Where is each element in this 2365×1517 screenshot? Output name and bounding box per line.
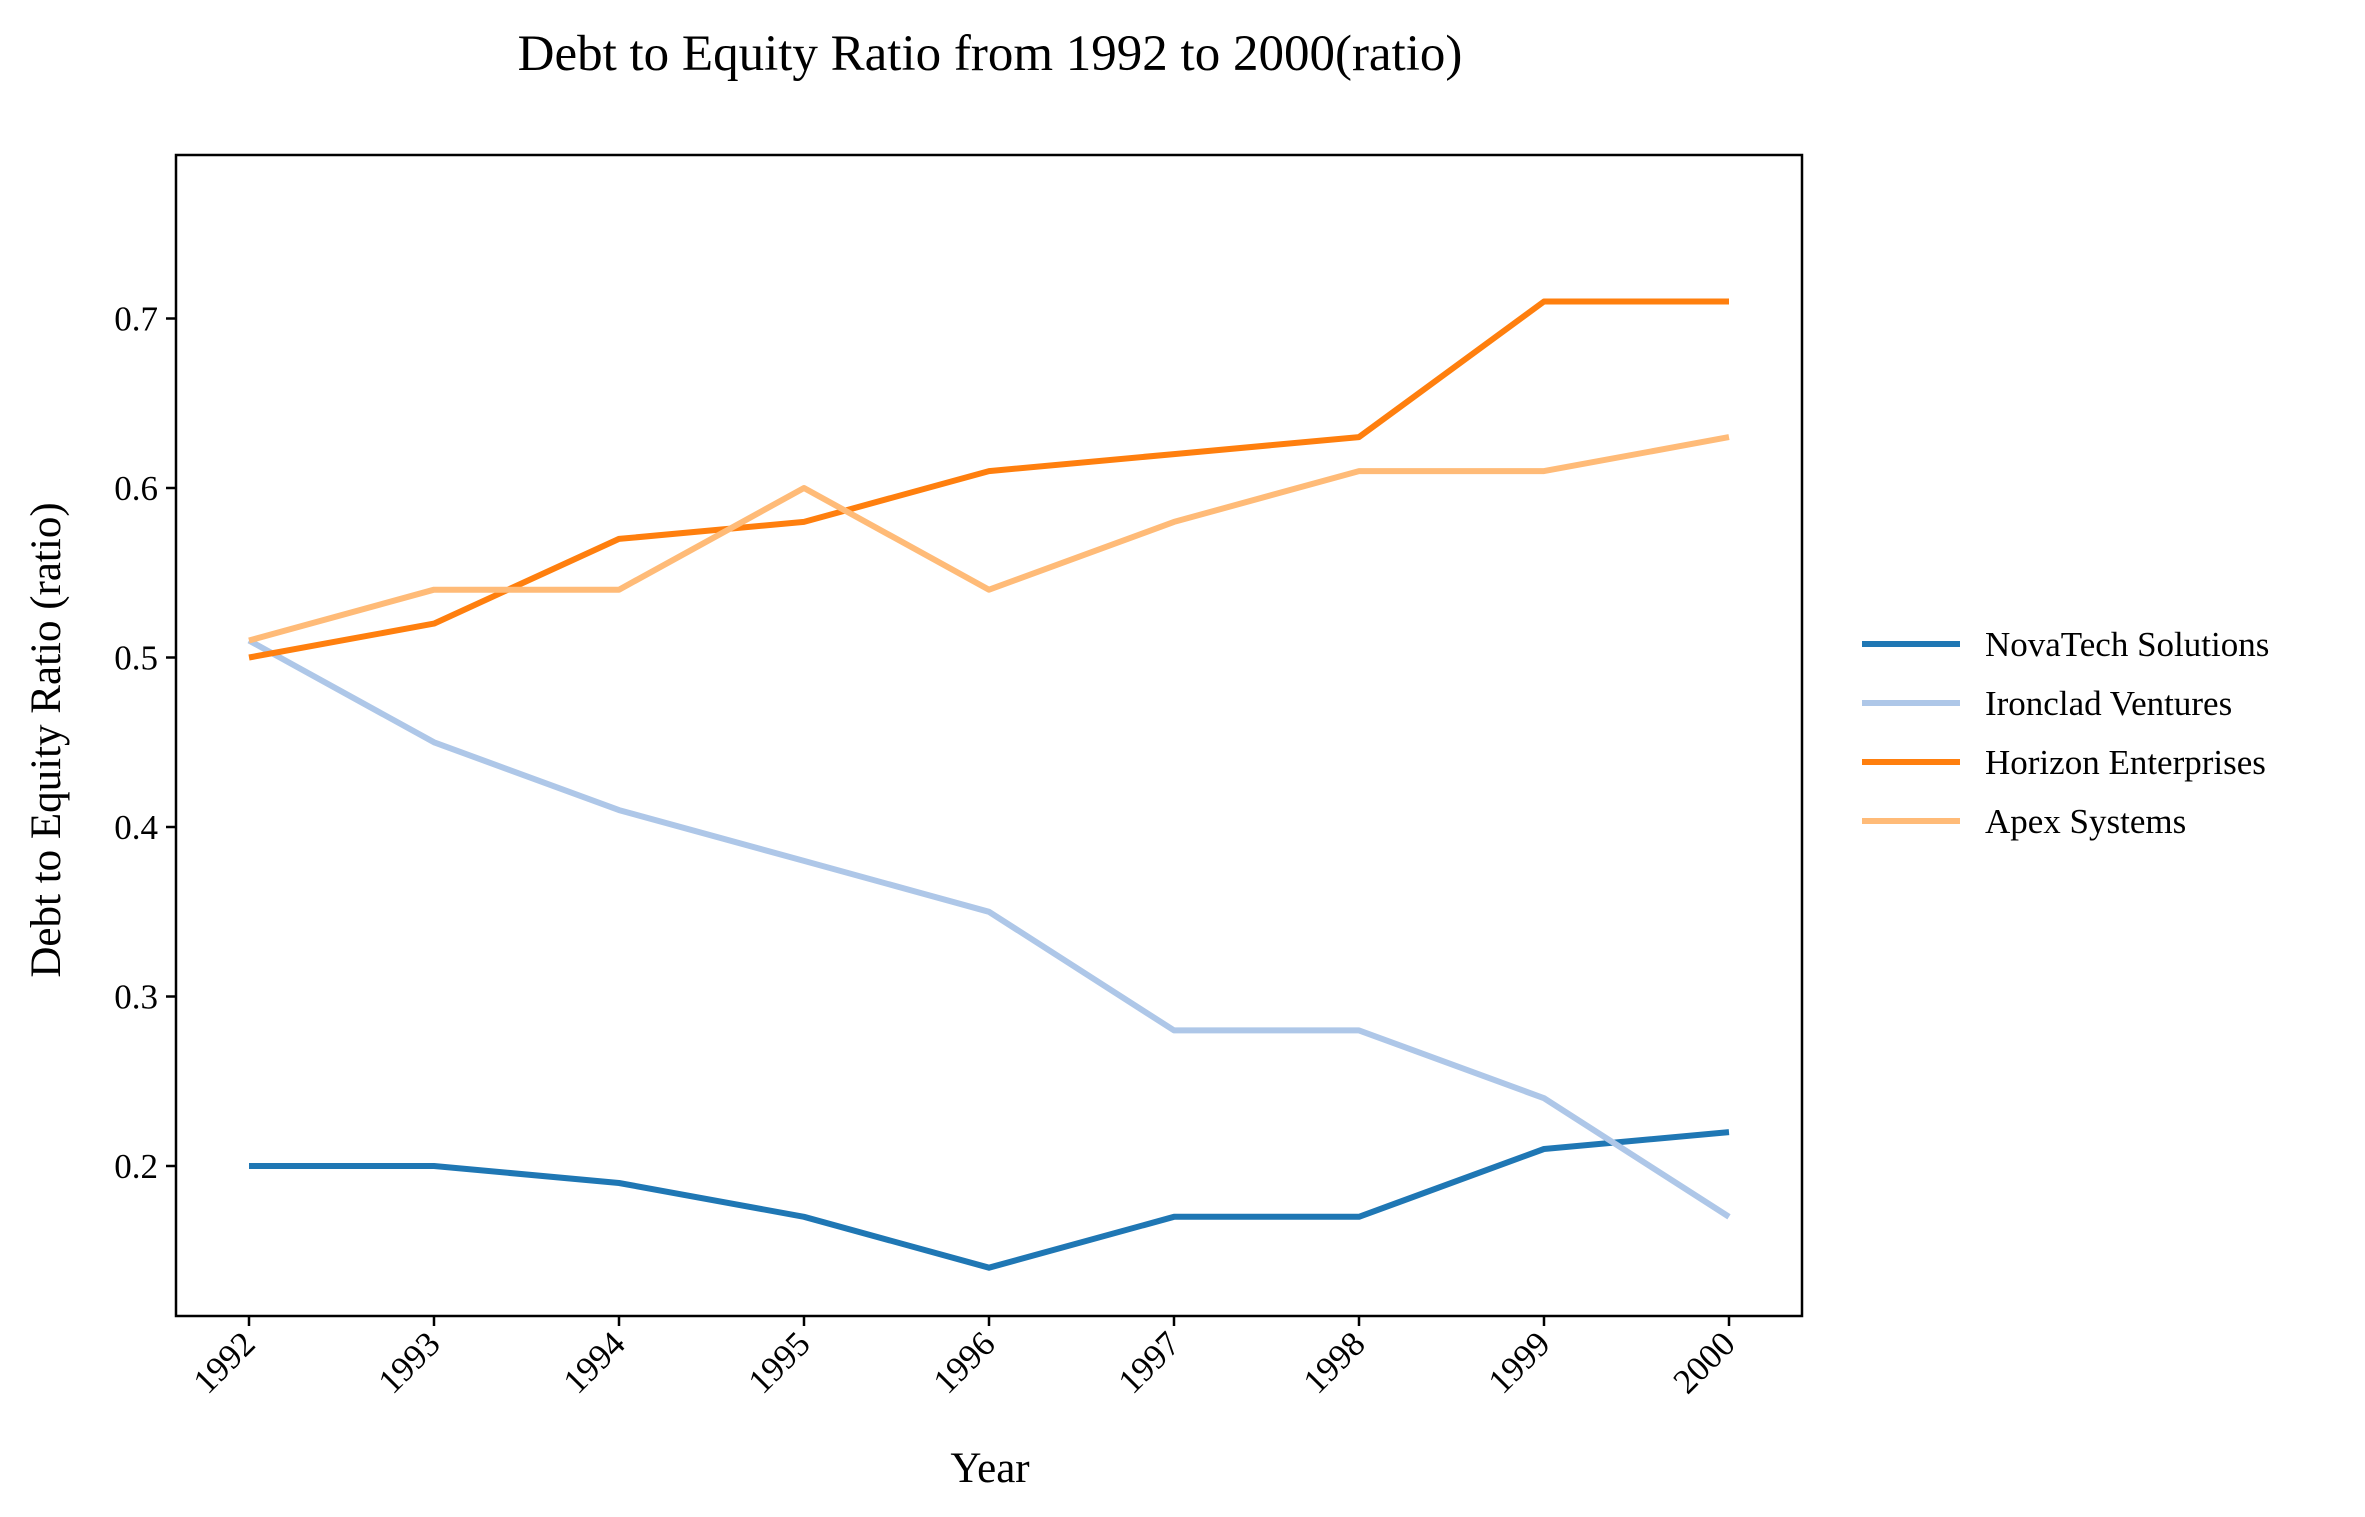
y-axis: 0.2 0.3 0.4 0.5 0.6 0.7: [114, 300, 176, 1186]
series-line-apex-systems: [248, 434, 1730, 644]
series-line-ironclad-ventures: [247, 637, 1731, 1220]
legend-label: Horizon Enterprises: [1985, 743, 2266, 782]
y-tick-label: 0.7: [114, 300, 158, 339]
legend: NovaTech Solutions Ironclad Ventures Horiz…: [1862, 625, 2269, 841]
legend-label: Ironclad Ventures: [1985, 684, 2232, 723]
legend-label: Apex Systems: [1985, 802, 2186, 841]
y-tick-label: 0.2: [114, 1147, 158, 1186]
y-tick-label: 0.4: [114, 808, 158, 847]
legend-label: NovaTech Solutions: [1985, 625, 2269, 664]
series-line-novatech-solutions: [249, 1129, 1730, 1271]
x-axis-title: Year: [950, 1445, 1029, 1492]
y-tick-label: 0.3: [114, 978, 158, 1017]
y-tick-label: 0.6: [114, 469, 158, 508]
series-line-horizon-enterprises: [248, 298, 1729, 661]
series-layer: [247, 298, 1731, 1271]
y-axis-title: Debt to Equity Ratio (ratio): [23, 502, 70, 977]
y-tick-label: 0.5: [114, 639, 158, 678]
chart-title: Debt to Equity Ratio from 1992 to 2000(r…: [518, 26, 1463, 82]
